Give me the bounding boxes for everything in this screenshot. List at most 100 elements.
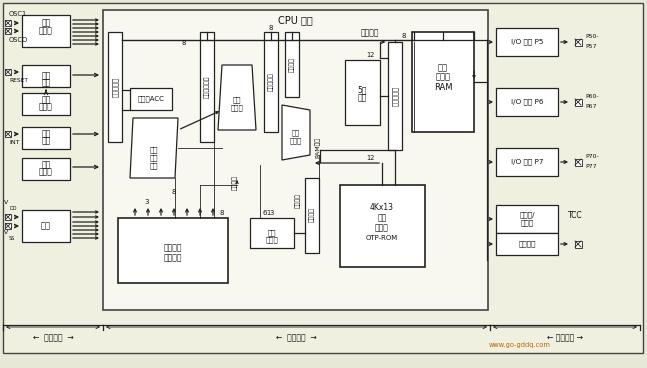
Text: OSCO: OSCO bbox=[9, 37, 28, 43]
Text: 定时器: 定时器 bbox=[39, 103, 53, 112]
Text: 数据: 数据 bbox=[438, 64, 448, 72]
Text: 8: 8 bbox=[220, 210, 225, 216]
Bar bbox=[496, 205, 558, 233]
Bar bbox=[575, 241, 582, 248]
Text: 单元: 单元 bbox=[149, 163, 159, 169]
Text: 寄存器存储器: 寄存器存储器 bbox=[204, 76, 210, 98]
Text: 堆栈: 堆栈 bbox=[357, 93, 367, 103]
Polygon shape bbox=[282, 105, 310, 160]
Text: 5级: 5级 bbox=[357, 85, 367, 95]
Bar bbox=[22, 65, 70, 87]
Text: 8: 8 bbox=[182, 40, 186, 46]
Text: TCC: TCC bbox=[568, 210, 583, 219]
Bar bbox=[22, 158, 70, 180]
Text: 算术: 算术 bbox=[149, 147, 159, 153]
Text: 3: 3 bbox=[145, 199, 149, 205]
Text: 8: 8 bbox=[402, 33, 406, 39]
Bar bbox=[103, 10, 488, 310]
Bar bbox=[22, 93, 70, 115]
Bar bbox=[305, 178, 319, 253]
Bar bbox=[496, 28, 558, 56]
Text: I/O 端口 P7: I/O 端口 P7 bbox=[510, 159, 543, 165]
Bar bbox=[22, 127, 70, 149]
Text: CPU 内核: CPU 内核 bbox=[278, 15, 313, 25]
Bar bbox=[5, 28, 11, 34]
Text: 程序: 程序 bbox=[377, 213, 387, 223]
Text: 程序传送: 程序传送 bbox=[309, 208, 315, 223]
Bar bbox=[496, 88, 558, 116]
Bar bbox=[200, 32, 214, 142]
Polygon shape bbox=[218, 65, 256, 130]
Text: P50-: P50- bbox=[585, 35, 598, 39]
Text: 预分频器: 预分频器 bbox=[518, 241, 536, 247]
Text: 13: 13 bbox=[266, 210, 274, 216]
Bar bbox=[264, 32, 278, 132]
Text: 计数器: 计数器 bbox=[520, 220, 534, 226]
Text: 存储器: 存储器 bbox=[375, 223, 389, 233]
Text: 存储器: 存储器 bbox=[435, 72, 450, 81]
Text: ←  功能部件  →: ← 功能部件 → bbox=[32, 333, 73, 343]
Text: INT: INT bbox=[9, 139, 19, 145]
Bar bbox=[575, 99, 582, 106]
Text: P70-: P70- bbox=[585, 155, 598, 159]
Bar bbox=[118, 218, 228, 283]
Text: 睡眠: 睡眠 bbox=[41, 160, 50, 170]
Bar bbox=[340, 185, 425, 267]
Bar bbox=[5, 131, 11, 137]
Text: 直接数据: 直接数据 bbox=[232, 174, 238, 190]
Text: 12: 12 bbox=[366, 155, 374, 161]
Text: ← 外围模块 →: ← 外围模块 → bbox=[547, 333, 583, 343]
Text: P60-: P60- bbox=[585, 95, 598, 99]
Text: 逻辑: 逻辑 bbox=[41, 78, 50, 88]
Text: P67: P67 bbox=[585, 103, 597, 109]
Text: 寄存器: 寄存器 bbox=[266, 237, 278, 243]
Text: 和控制器: 和控制器 bbox=[164, 254, 182, 262]
Bar bbox=[22, 210, 70, 242]
Bar bbox=[22, 15, 70, 47]
Text: 数据: 数据 bbox=[233, 97, 241, 103]
Text: 数据总线: 数据总线 bbox=[361, 28, 379, 38]
Bar bbox=[5, 20, 11, 26]
Bar bbox=[5, 69, 11, 75]
Text: 状态寄存器: 状态寄存器 bbox=[112, 77, 118, 97]
Text: OTP-ROM: OTP-ROM bbox=[366, 235, 398, 241]
Text: ←  核心区域  →: ← 核心区域 → bbox=[276, 333, 316, 343]
Bar bbox=[130, 88, 172, 110]
Text: 逻辑: 逻辑 bbox=[41, 137, 50, 145]
Text: V: V bbox=[4, 199, 8, 205]
Text: 6: 6 bbox=[263, 210, 267, 216]
Text: 定时器/: 定时器/ bbox=[519, 212, 535, 218]
Text: 指令: 指令 bbox=[268, 230, 276, 236]
Text: I/O 端口 P5: I/O 端口 P5 bbox=[510, 39, 543, 45]
Text: 与唤醒: 与唤醒 bbox=[39, 167, 53, 177]
Text: 地址: 地址 bbox=[292, 130, 300, 136]
Text: RESET: RESET bbox=[9, 78, 28, 84]
Bar bbox=[575, 159, 582, 166]
Bar bbox=[412, 32, 474, 132]
Text: 指令译码: 指令译码 bbox=[164, 244, 182, 252]
Polygon shape bbox=[130, 118, 178, 178]
Text: 逻辑: 逻辑 bbox=[149, 155, 159, 161]
Text: www.go-gddq.com: www.go-gddq.com bbox=[489, 342, 551, 348]
Text: P57: P57 bbox=[585, 43, 597, 49]
Bar bbox=[388, 42, 402, 150]
Text: 监视: 监视 bbox=[41, 96, 50, 105]
Text: 中断: 中断 bbox=[41, 130, 50, 138]
Bar bbox=[575, 39, 582, 46]
Text: V: V bbox=[4, 230, 8, 236]
Text: 8: 8 bbox=[171, 189, 176, 195]
Text: DD: DD bbox=[9, 206, 17, 212]
Text: 12: 12 bbox=[366, 52, 374, 58]
Bar bbox=[108, 32, 122, 142]
Text: 8: 8 bbox=[269, 25, 273, 31]
Bar bbox=[496, 148, 558, 176]
Text: 直接地址: 直接地址 bbox=[295, 192, 301, 208]
Bar bbox=[285, 32, 299, 97]
Text: 复用器: 复用器 bbox=[230, 105, 243, 111]
Text: 4Kx13: 4Kx13 bbox=[370, 204, 394, 212]
Bar bbox=[345, 60, 380, 125]
Bar bbox=[250, 218, 294, 248]
Bar bbox=[5, 223, 11, 229]
Text: 振荡器: 振荡器 bbox=[39, 26, 53, 35]
Text: SS: SS bbox=[9, 237, 16, 241]
